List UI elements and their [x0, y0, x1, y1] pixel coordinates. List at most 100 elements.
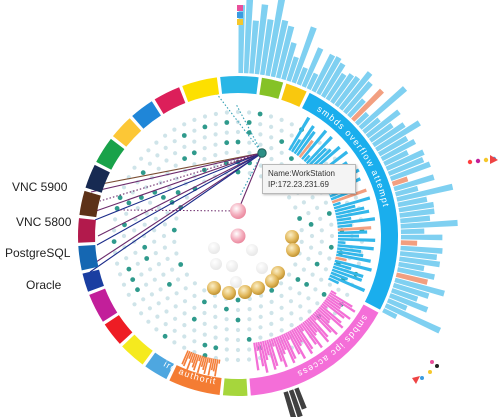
- grid-dot: [306, 256, 311, 261]
- node-gold[interactable]: [286, 243, 300, 257]
- bar-outer: [306, 72, 319, 91]
- connection-line: [96, 152, 263, 246]
- ring-segment-orange[interactable]: [169, 365, 222, 395]
- node-pink[interactable]: [230, 203, 246, 219]
- ring-segment-magenta[interactable]: [89, 288, 118, 322]
- ring-segment-pink-big[interactable]: [249, 304, 379, 396]
- node-pink[interactable]: [230, 228, 246, 244]
- legend-marker: [237, 19, 243, 25]
- node-gold[interactable]: [251, 281, 265, 295]
- grid-dot: [224, 347, 229, 352]
- ring-segment-rose[interactable]: [154, 87, 186, 114]
- grid-dot: [111, 239, 117, 245]
- grid-dot: [247, 327, 252, 332]
- ring-segment-skyblue[interactable]: [145, 352, 174, 380]
- grid-dot: [139, 156, 144, 161]
- bar-outer: [390, 288, 419, 302]
- grid-dot: [279, 293, 284, 298]
- label-postgresql[interactable]: PostgreSQL: [5, 246, 71, 260]
- ring-segment-darknavy[interactable]: [85, 164, 110, 193]
- bar-outer: [338, 71, 373, 111]
- faint-node: [208, 242, 220, 254]
- ring-segment-blue2[interactable]: [132, 101, 161, 129]
- grid-dot: [152, 239, 157, 244]
- grid-dot: [289, 311, 294, 316]
- ring-segment-yellow[interactable]: [281, 83, 307, 107]
- label-oracle[interactable]: Oracle: [26, 278, 62, 292]
- bar-outer: [286, 56, 299, 82]
- grid-dot: [269, 156, 274, 162]
- bar-outer: [347, 98, 366, 119]
- bar-inner-orange: [192, 354, 200, 371]
- ring-segment-amber[interactable]: [112, 118, 142, 147]
- grid-dot: [279, 150, 284, 155]
- faint-node: [210, 258, 222, 270]
- bar-outer: [400, 215, 431, 224]
- faint-node: [246, 244, 258, 256]
- bar-outer: [400, 228, 425, 235]
- ring-segment-blue[interactable]: [78, 244, 99, 271]
- grid-dot: [114, 206, 120, 211]
- grid-dot: [313, 287, 318, 292]
- bar-outer: [334, 75, 361, 108]
- grid-dot: [289, 122, 294, 127]
- grid-dot: [183, 286, 188, 291]
- bar-inner-orange: [191, 353, 198, 368]
- ring-segment-blue-big[interactable]: [302, 92, 398, 310]
- ring-segment-green[interactable]: [259, 77, 284, 99]
- bar-dark: [294, 387, 307, 410]
- grid-dot: [319, 277, 324, 282]
- node-gold[interactable]: [265, 274, 279, 288]
- bar-inner-pink: [268, 339, 279, 367]
- ring-segment-yellow2[interactable]: [122, 334, 153, 365]
- node-gold[interactable]: [238, 285, 252, 299]
- bar-inner-blue: [337, 237, 376, 243]
- ring-segment-crimson[interactable]: [78, 218, 96, 243]
- label-vnc5900[interactable]: VNC 5900: [12, 180, 68, 194]
- bar-outer: [254, 4, 269, 75]
- grid-dot: [279, 128, 284, 133]
- grid-dot: [246, 337, 252, 342]
- grid-dot: [130, 277, 136, 282]
- ring-segment-navy[interactable]: [82, 269, 104, 292]
- label-vnc5800[interactable]: VNC 5800: [16, 215, 72, 229]
- bar-inner-pink: [320, 304, 342, 324]
- marker-dot: [428, 370, 432, 374]
- bar-outer: [296, 66, 308, 86]
- grid-dot: [192, 339, 197, 344]
- grid-dot: [287, 272, 292, 277]
- node-gold[interactable]: [285, 230, 299, 244]
- grid-dot: [269, 288, 275, 293]
- grid-dot: [126, 200, 132, 206]
- grid-dot: [328, 244, 334, 250]
- bar-outer: [368, 122, 394, 143]
- grid-dot: [147, 161, 152, 166]
- grid-dot: [329, 233, 335, 239]
- bar-inner-pink: [259, 341, 269, 373]
- bar-inner-pink: [300, 323, 317, 346]
- ring-segment-cyan[interactable]: [220, 75, 259, 95]
- node-gold[interactable]: [207, 281, 221, 295]
- connection-line: [119, 209, 239, 212]
- bar-inner-blue: [337, 241, 346, 245]
- ring-segment-yellow3[interactable]: [182, 77, 220, 102]
- ring-segment-brown[interactable]: [79, 190, 101, 218]
- grid-dot: [235, 129, 241, 135]
- ring-segment-red[interactable]: [104, 315, 133, 344]
- bar-inner-blue: [335, 256, 347, 262]
- grid-dot: [182, 144, 187, 149]
- grid-dot: [202, 156, 207, 162]
- grid-dot: [167, 185, 172, 190]
- ring-segment-lime[interactable]: [222, 378, 248, 396]
- grid-dot: [149, 292, 154, 297]
- marker-dot: [435, 364, 439, 368]
- grid-dot: [247, 140, 252, 145]
- bar-outer: [380, 138, 417, 162]
- grid-dot: [156, 205, 161, 210]
- grid-dot: [192, 305, 197, 310]
- node-gold[interactable]: [222, 286, 236, 300]
- workstation-node[interactable]: [257, 148, 267, 158]
- grid-dot: [327, 256, 332, 261]
- grid-dot: [113, 217, 118, 222]
- ring-segment-green2[interactable]: [96, 138, 125, 170]
